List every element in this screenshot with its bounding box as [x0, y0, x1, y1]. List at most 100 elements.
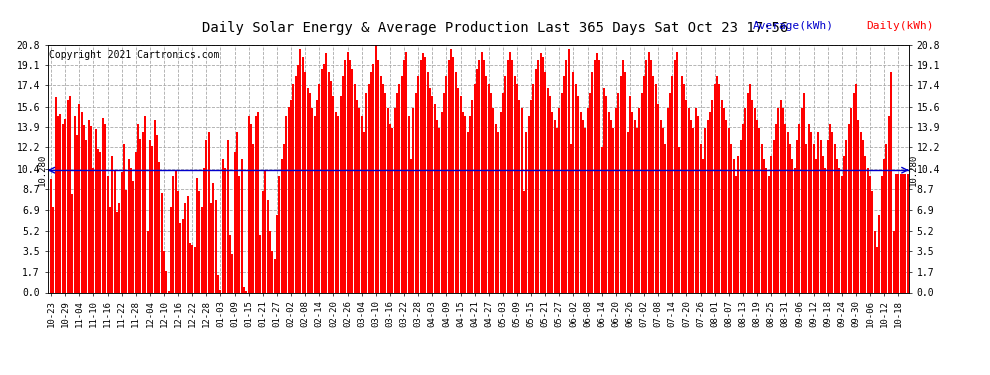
Bar: [760, 144, 762, 292]
Text: Daily Solar Energy & Average Production Last 365 Days Sat Oct 23 17:56: Daily Solar Energy & Average Production …: [202, 21, 788, 34]
Bar: [832, 132, 834, 292]
Bar: [796, 140, 798, 292]
Bar: [172, 176, 174, 292]
Bar: [666, 108, 668, 292]
Bar: [121, 172, 123, 292]
Bar: [102, 118, 104, 292]
Bar: [733, 159, 735, 292]
Bar: [654, 84, 656, 292]
Bar: [348, 60, 350, 292]
Bar: [775, 123, 777, 292]
Bar: [457, 88, 459, 292]
Bar: [321, 69, 323, 292]
Bar: [888, 116, 890, 292]
Bar: [375, 45, 377, 292]
Bar: [326, 53, 328, 292]
Bar: [904, 174, 906, 292]
Bar: [546, 88, 548, 292]
Bar: [111, 156, 113, 292]
Bar: [647, 52, 649, 292]
Bar: [577, 96, 579, 292]
Bar: [662, 128, 664, 292]
Bar: [540, 53, 542, 292]
Bar: [772, 140, 774, 292]
Bar: [138, 123, 140, 292]
Bar: [227, 140, 229, 292]
Bar: [52, 207, 54, 292]
Bar: [533, 84, 535, 292]
Bar: [864, 156, 866, 292]
Bar: [502, 93, 504, 292]
Bar: [379, 76, 381, 292]
Bar: [123, 144, 125, 292]
Bar: [613, 128, 615, 292]
Bar: [54, 98, 56, 292]
Bar: [295, 76, 297, 292]
Bar: [553, 120, 555, 292]
Bar: [601, 147, 603, 292]
Bar: [239, 176, 241, 292]
Bar: [288, 107, 290, 292]
Bar: [594, 60, 596, 292]
Bar: [80, 112, 82, 292]
Bar: [76, 135, 78, 292]
Bar: [822, 156, 824, 292]
Bar: [363, 132, 365, 292]
Bar: [278, 176, 280, 292]
Bar: [147, 231, 148, 292]
Bar: [608, 112, 610, 292]
Bar: [367, 84, 369, 292]
Bar: [158, 162, 160, 292]
Bar: [815, 159, 817, 292]
Bar: [530, 100, 532, 292]
Bar: [709, 112, 711, 292]
Bar: [749, 84, 751, 292]
Bar: [528, 116, 530, 292]
Bar: [401, 76, 403, 292]
Bar: [500, 112, 502, 292]
Bar: [753, 108, 755, 292]
Bar: [304, 72, 306, 292]
Bar: [309, 93, 311, 292]
Bar: [389, 123, 391, 292]
Bar: [639, 108, 641, 292]
Bar: [847, 123, 849, 292]
Bar: [90, 126, 92, 292]
Bar: [319, 84, 321, 292]
Bar: [738, 156, 740, 292]
Bar: [215, 200, 217, 292]
Bar: [565, 60, 567, 292]
Bar: [269, 231, 271, 292]
Bar: [673, 60, 675, 292]
Bar: [535, 69, 537, 292]
Bar: [220, 290, 222, 292]
Bar: [99, 152, 101, 292]
Bar: [735, 176, 737, 292]
Bar: [803, 93, 805, 292]
Bar: [589, 93, 591, 292]
Bar: [386, 108, 388, 292]
Bar: [281, 159, 283, 292]
Bar: [820, 140, 822, 292]
Bar: [478, 60, 480, 292]
Bar: [504, 76, 506, 292]
Bar: [151, 146, 153, 292]
Bar: [817, 132, 819, 292]
Bar: [584, 128, 586, 292]
Bar: [160, 192, 162, 292]
Bar: [283, 144, 285, 292]
Bar: [471, 100, 473, 292]
Bar: [464, 116, 466, 292]
Bar: [382, 84, 384, 292]
Bar: [314, 116, 316, 292]
Bar: [328, 72, 330, 292]
Bar: [827, 140, 829, 292]
Bar: [587, 108, 589, 292]
Bar: [372, 64, 374, 292]
Bar: [229, 236, 231, 292]
Bar: [782, 108, 784, 292]
Bar: [184, 203, 186, 292]
Bar: [548, 96, 551, 292]
Bar: [116, 211, 118, 292]
Bar: [603, 88, 605, 292]
